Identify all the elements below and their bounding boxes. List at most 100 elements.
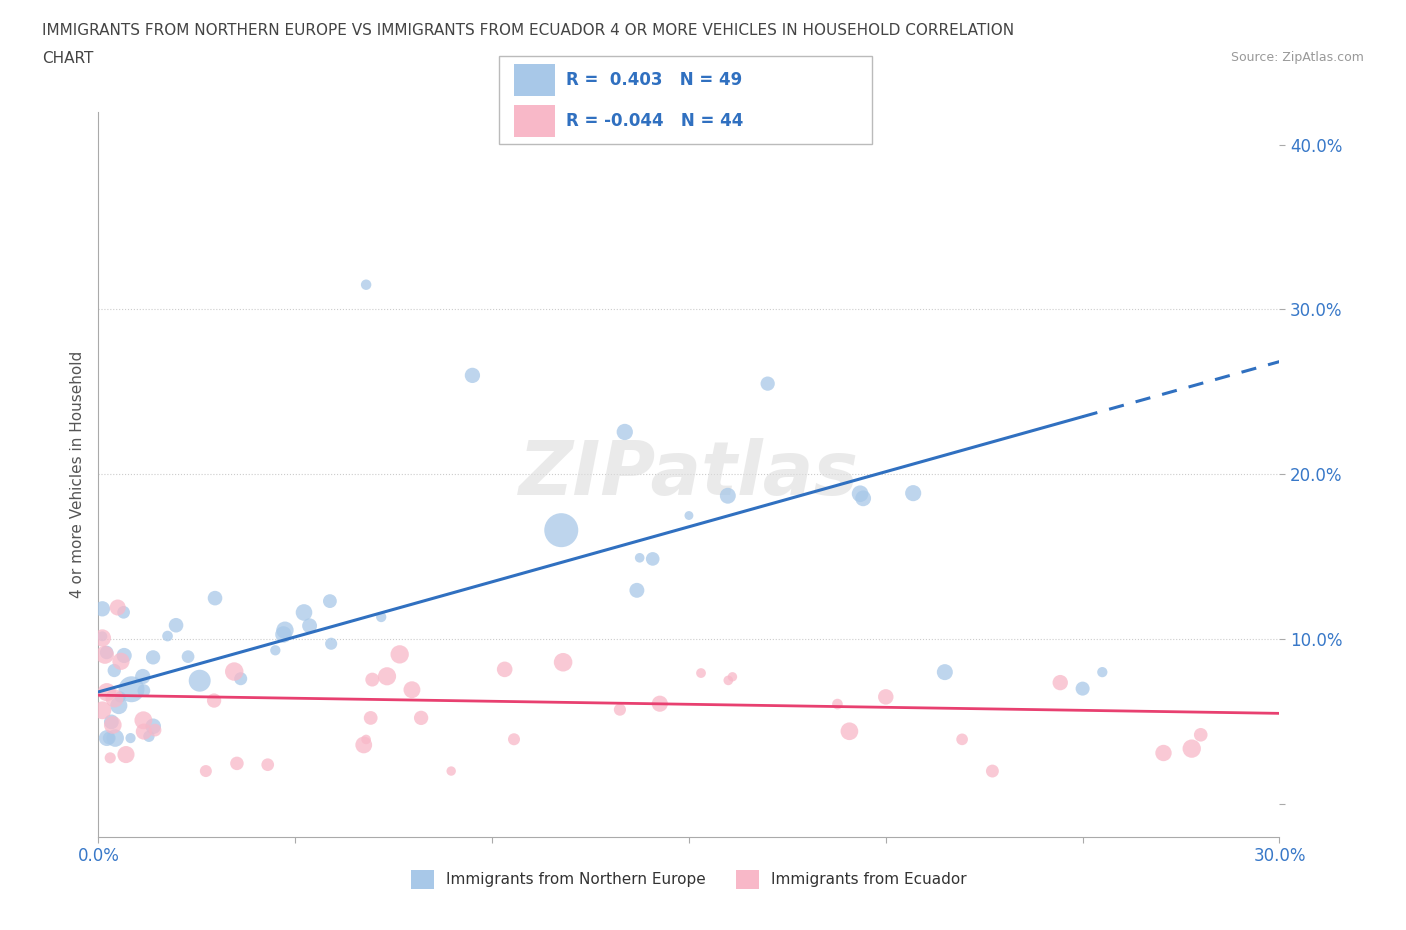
Point	[224, 664, 246, 679]
Point	[361, 672, 384, 687]
Point	[132, 712, 155, 727]
Point	[103, 663, 125, 678]
Point	[107, 698, 129, 713]
Point	[613, 424, 636, 439]
Point	[143, 723, 166, 737]
FancyBboxPatch shape	[499, 56, 872, 144]
Bar	[515, 64, 555, 96]
Point	[852, 491, 875, 506]
Legend: Immigrants from Northern Europe, Immigrants from Ecuador: Immigrants from Northern Europe, Immigra…	[405, 864, 973, 895]
Point	[229, 671, 252, 686]
Text: R = -0.044   N = 44: R = -0.044 N = 44	[567, 113, 744, 130]
Point	[1153, 746, 1175, 761]
Point	[678, 508, 700, 523]
Point	[94, 647, 117, 662]
Point	[142, 719, 165, 734]
Point	[91, 602, 114, 617]
Point	[756, 376, 779, 391]
Point	[96, 731, 118, 746]
Point	[138, 729, 160, 744]
Point	[188, 673, 211, 688]
Point	[411, 711, 433, 725]
Point	[440, 764, 463, 778]
Point	[626, 583, 648, 598]
Bar	[515, 105, 555, 137]
Text: CHART: CHART	[42, 51, 94, 66]
Text: R =  0.403   N = 49: R = 0.403 N = 49	[567, 71, 742, 88]
Point	[142, 650, 165, 665]
Point	[132, 669, 155, 684]
Point	[115, 747, 138, 762]
Point	[934, 665, 956, 680]
Point	[274, 623, 297, 638]
Point	[100, 714, 122, 729]
Point	[950, 732, 973, 747]
Point	[319, 593, 342, 608]
Point	[91, 703, 114, 718]
Point	[292, 605, 315, 620]
Point	[132, 724, 155, 739]
Point	[107, 600, 129, 615]
Point	[1049, 675, 1071, 690]
Point	[901, 485, 924, 500]
Point	[112, 648, 135, 663]
Point	[494, 662, 516, 677]
Point	[360, 711, 382, 725]
Point	[96, 684, 118, 699]
Point	[321, 636, 343, 651]
Point	[609, 702, 631, 717]
Point	[690, 666, 713, 681]
Point	[401, 683, 423, 698]
Point	[717, 673, 740, 688]
Point	[354, 732, 377, 747]
Point	[98, 731, 121, 746]
Point	[156, 629, 179, 644]
Point	[194, 764, 217, 778]
Point	[461, 368, 484, 383]
Point	[98, 751, 121, 765]
Point	[981, 764, 1004, 778]
Point	[273, 627, 295, 642]
Point	[101, 718, 124, 733]
Point	[132, 684, 155, 698]
Point	[96, 645, 118, 660]
Point	[165, 618, 187, 632]
Point	[827, 697, 849, 711]
Point	[838, 724, 860, 738]
Point	[849, 486, 872, 501]
Point	[103, 691, 125, 706]
Point	[226, 756, 249, 771]
Point	[388, 647, 411, 662]
Text: ZIPatlas: ZIPatlas	[519, 438, 859, 511]
Point	[1189, 727, 1212, 742]
Point	[264, 643, 287, 658]
Point	[204, 591, 226, 605]
Point	[641, 551, 664, 566]
Point	[108, 689, 131, 704]
Point	[875, 689, 897, 704]
Point	[121, 682, 143, 697]
Point	[1071, 681, 1094, 696]
Point	[503, 732, 526, 747]
Point	[110, 654, 132, 669]
Point	[1181, 741, 1204, 756]
Point	[202, 693, 225, 708]
Point	[648, 697, 671, 711]
Point	[354, 277, 377, 292]
Point	[91, 629, 114, 644]
Point	[551, 655, 574, 670]
Point	[91, 631, 114, 645]
Point	[298, 618, 321, 633]
Point	[550, 523, 572, 538]
Point	[1091, 665, 1114, 680]
Text: Source: ZipAtlas.com: Source: ZipAtlas.com	[1230, 51, 1364, 64]
Point	[370, 609, 392, 624]
Point	[628, 551, 651, 565]
Point	[104, 731, 127, 746]
Y-axis label: 4 or more Vehicles in Household: 4 or more Vehicles in Household	[69, 351, 84, 598]
Point	[717, 488, 740, 503]
Point	[375, 669, 398, 684]
Point	[177, 649, 200, 664]
Point	[256, 757, 278, 772]
Point	[112, 604, 135, 619]
